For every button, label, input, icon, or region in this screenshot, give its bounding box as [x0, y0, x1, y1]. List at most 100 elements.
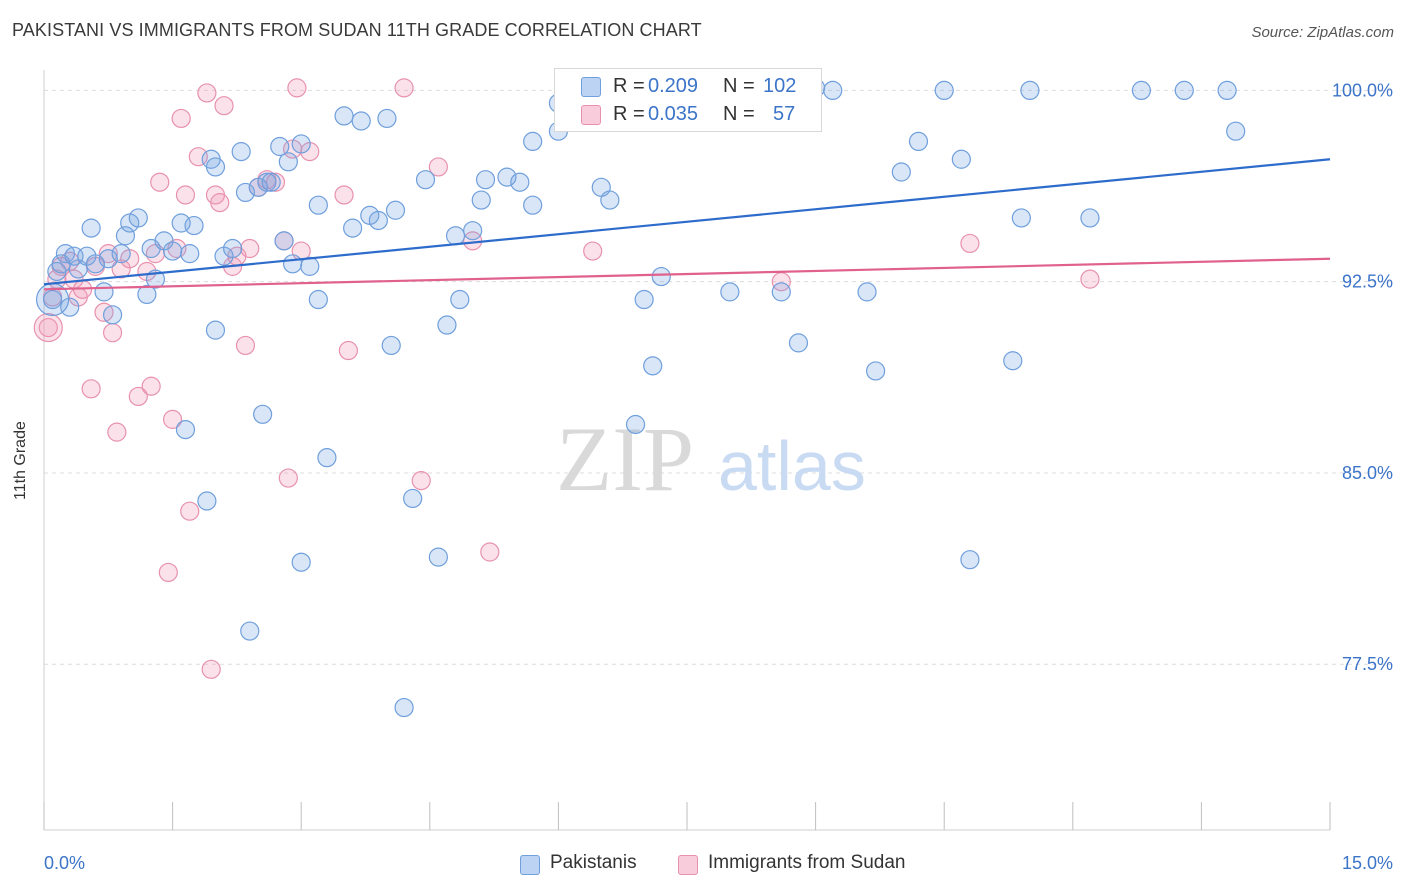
sudan-point-26[interactable]	[180, 501, 200, 521]
pakistanis-point-57[interactable]	[394, 697, 414, 718]
sudan-point-25[interactable]	[175, 185, 196, 205]
pakistanis-point-55[interactable]	[381, 335, 401, 356]
pakistanis-point-26[interactable]	[197, 491, 217, 511]
pakistanis-point-12[interactable]	[102, 305, 123, 325]
pakistanis-point-44[interactable]	[291, 552, 311, 572]
pakistanis-point-100[interactable]	[1131, 80, 1151, 101]
pakistanis-point-88[interactable]	[891, 162, 911, 182]
pakistanis-point-69[interactable]	[523, 195, 543, 215]
pakistanis-point-32[interactable]	[231, 142, 251, 162]
pakistanis-point-28[interactable]	[205, 157, 226, 177]
sudan-point-32[interactable]	[214, 96, 234, 116]
pakistanis-point-87[interactable]	[866, 361, 886, 381]
sudan-point-50[interactable]	[428, 157, 448, 177]
sudan-point-48[interactable]	[394, 78, 414, 98]
pakistanis-point-76[interactable]	[625, 414, 646, 435]
sudan-point-41[interactable]	[278, 468, 298, 488]
sudan-point-13[interactable]	[107, 422, 127, 442]
pakistanis-point-11[interactable]	[98, 249, 118, 269]
sudan-point-35[interactable]	[235, 335, 256, 356]
pakistanis-point-41[interactable]	[278, 152, 298, 172]
pakistanis-point-34[interactable]	[240, 621, 260, 641]
sudan-point-55[interactable]	[960, 233, 980, 254]
pakistanis-point-10[interactable]	[94, 282, 114, 302]
sudan-point-56[interactable]	[1080, 269, 1100, 289]
pakistanis-point-67[interactable]	[497, 167, 517, 187]
pakistanis-point-9[interactable]	[85, 254, 106, 274]
pakistanis-point-42[interactable]	[283, 254, 303, 274]
pakistanis-point-56[interactable]	[385, 200, 406, 220]
pakistanis-point-33[interactable]	[235, 182, 256, 203]
pakistanis-point-90[interactable]	[951, 149, 971, 169]
sudan-point-28[interactable]	[197, 83, 217, 103]
sudan-point-47[interactable]	[338, 340, 358, 361]
pakistanis-point-70[interactable]	[523, 131, 543, 152]
pakistanis-point-21[interactable]	[163, 241, 183, 261]
pakistanis-point-82[interactable]	[771, 282, 791, 302]
pakistanis-point-31[interactable]	[223, 238, 243, 259]
pakistanis-point-29[interactable]	[205, 320, 226, 340]
pakistanis-point-17[interactable]	[137, 284, 157, 305]
sudan-point-20[interactable]	[150, 172, 170, 192]
pakistanis-point-16[interactable]	[128, 208, 148, 228]
pakistanis-point-0[interactable]	[42, 289, 63, 310]
sudan-point-51[interactable]	[480, 542, 500, 562]
pakistanis-point-25[interactable]	[184, 215, 204, 236]
pakistanis-point-59[interactable]	[415, 170, 436, 190]
sudan-point-18[interactable]	[141, 376, 161, 396]
pakistanis-point-54[interactable]	[377, 108, 397, 129]
pakistanis-point-81[interactable]	[720, 282, 740, 302]
sudan-point-22[interactable]	[163, 409, 183, 429]
pakistanis-point-24[interactable]	[180, 244, 200, 264]
pakistanis-point-91[interactable]	[960, 550, 980, 570]
pakistanis-point-53[interactable]	[368, 210, 388, 231]
pakistanis-point-101[interactable]	[934, 80, 954, 101]
sudan-point-0[interactable]	[38, 317, 58, 338]
pakistanis-point-79[interactable]	[651, 266, 671, 287]
pakistanis-point-36[interactable]	[253, 404, 273, 424]
pakistanis-point-85[interactable]	[823, 80, 843, 101]
pakistanis-point-51[interactable]	[351, 111, 371, 131]
pakistanis-point-78[interactable]	[643, 356, 663, 376]
pakistanis-point-86[interactable]	[857, 282, 877, 302]
pakistanis-point-60[interactable]	[428, 547, 448, 567]
sudan-point-36[interactable]	[240, 238, 260, 259]
pakistanis-point-77[interactable]	[634, 289, 654, 310]
pakistanis-point-99[interactable]	[1020, 80, 1040, 101]
pakistanis-point-92[interactable]	[1003, 351, 1023, 371]
pakistanis-point-40[interactable]	[274, 231, 294, 251]
sudan-point-24[interactable]	[171, 108, 191, 129]
sudan-point-21[interactable]	[158, 562, 178, 583]
pakistanis-point-93[interactable]	[1011, 208, 1031, 228]
pakistanis-point-96[interactable]	[1217, 80, 1237, 101]
pakistanis-point-47[interactable]	[308, 289, 328, 310]
pakistanis-point-14[interactable]	[115, 226, 136, 246]
sudan-point-16[interactable]	[128, 386, 148, 407]
sudan-point-46[interactable]	[334, 185, 354, 205]
pakistanis-point-48[interactable]	[317, 448, 337, 468]
pakistanis-point-74[interactable]	[600, 190, 620, 210]
sudan-point-8[interactable]	[81, 379, 101, 399]
pakistanis-point-49[interactable]	[334, 106, 354, 126]
pakistanis-point-4[interactable]	[60, 297, 80, 317]
pakistanis-point-46[interactable]	[308, 195, 328, 215]
pakistanis-point-95[interactable]	[1174, 80, 1194, 101]
sudan-point-29[interactable]	[201, 659, 221, 679]
pakistanis-point-23[interactable]	[175, 419, 196, 440]
pakistanis-point-43[interactable]	[291, 134, 311, 154]
sudan-point-53[interactable]	[583, 241, 603, 261]
pakistanis-point-97[interactable]	[1226, 121, 1246, 141]
pakistanis-point-8[interactable]	[81, 218, 101, 238]
sudan-point-12[interactable]	[102, 323, 123, 343]
pakistanis-point-13[interactable]	[111, 244, 131, 264]
pakistanis-point-62[interactable]	[445, 226, 466, 246]
pakistanis-point-37[interactable]	[257, 172, 277, 192]
pakistanis-point-64[interactable]	[463, 221, 483, 241]
pakistanis-point-38[interactable]	[261, 172, 281, 192]
pakistanis-point-83[interactable]	[788, 333, 809, 353]
pakistanis-point-61[interactable]	[437, 315, 457, 335]
pakistanis-point-39[interactable]	[270, 136, 290, 157]
pakistanis-point-94[interactable]	[1080, 208, 1100, 228]
pakistanis-point-50[interactable]	[343, 218, 363, 238]
sudan-point-31[interactable]	[210, 193, 230, 213]
